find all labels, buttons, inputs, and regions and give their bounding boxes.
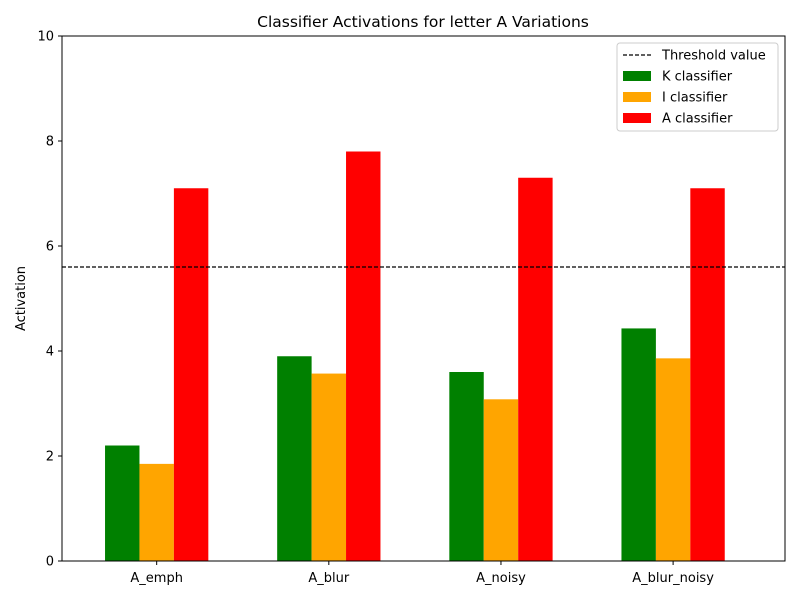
bar-k-a_blur_noisy: [621, 328, 656, 561]
bar-i-a_blur: [311, 373, 347, 561]
bar-a-a_emph: [173, 188, 209, 561]
legend-label-k: K classifier: [662, 70, 733, 85]
bars-layer: [105, 151, 725, 561]
y-tick-label: 8: [46, 135, 54, 150]
y-axis-label: Activation: [14, 266, 29, 331]
bar-a-a_blur: [346, 151, 381, 561]
bar-a-a_blur_noisy: [690, 188, 725, 561]
x-tick-label-a_blur_noisy: A_blur_noisy: [632, 571, 714, 586]
bar-k-a_noisy: [449, 372, 484, 561]
y-tick-label: 4: [46, 345, 54, 360]
legend-swatch-a: [623, 113, 651, 123]
axes-layer: [61, 35, 786, 562]
ticks-layer: 0 2 4 6 8 10 A_emph A_blur A_noisy A_blur_noisy: [37, 30, 714, 587]
legend: Threshold value K classifier I classifier A…: [616, 42, 779, 132]
x-tick-label-a_emph: A_emph: [130, 571, 183, 586]
x-tick-label-a_noisy: A_noisy: [476, 571, 526, 586]
legend-swatch-i: [623, 92, 651, 102]
chart-title: Classifier Activations for letter A Vari…: [257, 13, 589, 31]
y-tick-label: 2: [46, 450, 54, 465]
bar-i-a_blur_noisy: [655, 358, 691, 561]
bar-i-a_emph: [139, 463, 174, 561]
legend-swatch-k: [623, 71, 651, 81]
y-tick-label: 0: [46, 555, 54, 570]
legend-label-threshold: Threshold value: [661, 49, 766, 64]
plot-frame: [61, 35, 786, 562]
legend-box: [616, 42, 779, 132]
x-tick-label-a_blur: A_blur: [308, 571, 349, 586]
y-tick-label: 6: [46, 240, 54, 255]
bar-k-a_emph: [105, 445, 140, 561]
bar-i-a_noisy: [483, 399, 519, 561]
legend-label-a: A classifier: [662, 112, 733, 127]
bar-k-a_blur: [277, 356, 312, 561]
y-tick-label: 10: [37, 30, 54, 45]
bar-a-a_noisy: [518, 177, 553, 561]
legend-label-i: I classifier: [662, 91, 728, 106]
